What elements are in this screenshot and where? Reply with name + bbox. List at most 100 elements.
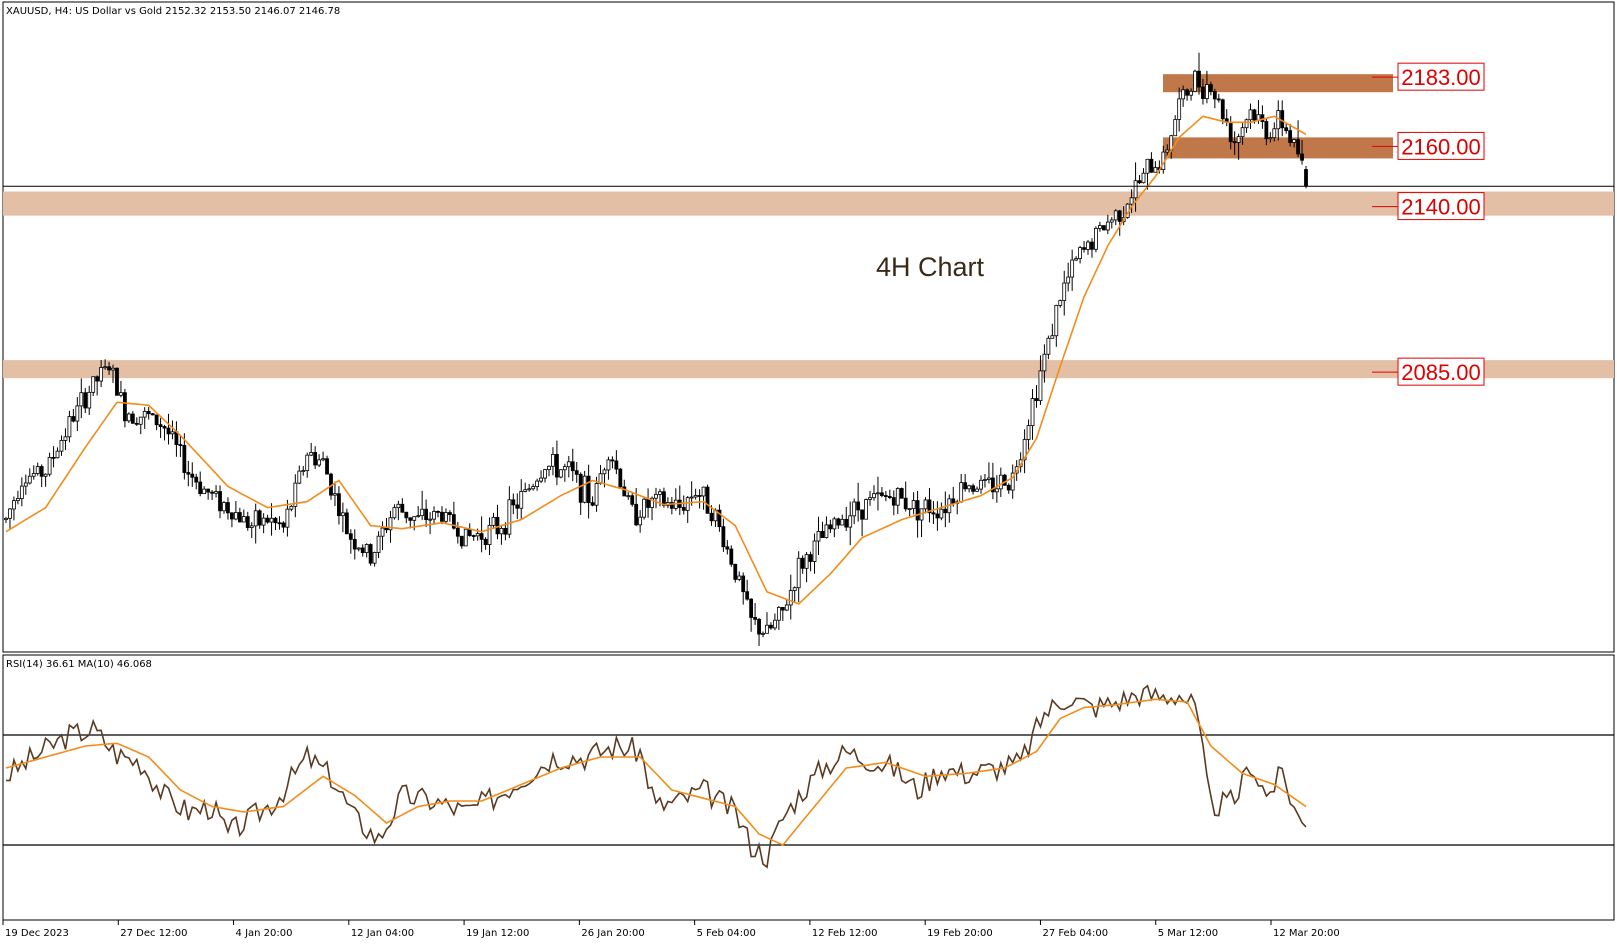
- candle: [230, 512, 234, 528]
- candle-body: [769, 624, 773, 629]
- candle-body: [1153, 167, 1158, 173]
- level-label-1: 2160.00: [1401, 134, 1481, 159]
- candle: [547, 465, 551, 477]
- candle-body: [681, 507, 686, 511]
- candle-body: [503, 528, 508, 535]
- candle-body: [1054, 304, 1059, 337]
- candle-body: [1026, 425, 1031, 440]
- x-tick-label: 27 Dec 12:00: [120, 928, 187, 939]
- candle: [990, 462, 995, 500]
- candle: [709, 505, 714, 526]
- time-axis: 19 Dec 2023 27 Dec 12:00 4 Jan 20:00 12 Jan…: [2, 920, 1340, 939]
- candle: [979, 475, 983, 494]
- candle-body: [519, 491, 524, 509]
- candle-body: [273, 517, 278, 524]
- candle: [396, 500, 401, 521]
- candle: [150, 413, 155, 416]
- candle: [531, 483, 536, 491]
- candle: [245, 511, 250, 531]
- candle: [269, 503, 274, 536]
- candle-body: [368, 544, 373, 564]
- candle-body: [459, 535, 464, 547]
- candle-body: [658, 491, 662, 495]
- candle-body: [1133, 180, 1138, 199]
- x-tick-label: 4 Jan 20:00: [236, 928, 293, 939]
- candle-body: [1177, 98, 1182, 120]
- candle: [899, 487, 904, 499]
- candle-body: [1292, 139, 1297, 143]
- candle-body: [860, 509, 864, 520]
- candle: [527, 483, 532, 492]
- candle-body: [15, 498, 20, 502]
- candle-body: [428, 518, 432, 521]
- candle-body: [79, 392, 84, 407]
- candle-body: [87, 391, 92, 409]
- candle-body: [416, 515, 421, 518]
- candle: [1248, 103, 1253, 129]
- candle-body: [269, 517, 274, 523]
- candle-body: [753, 617, 757, 620]
- candle: [880, 487, 884, 498]
- candle: [903, 481, 908, 512]
- candle-body: [820, 531, 825, 538]
- candle: [1026, 419, 1031, 450]
- candle: [590, 496, 595, 507]
- annotation-4h: 4H Chart: [876, 252, 985, 282]
- candle-body: [1074, 258, 1079, 261]
- candle-body: [142, 411, 147, 418]
- candle: [931, 501, 936, 524]
- candle: [1034, 385, 1039, 408]
- candle-body: [448, 512, 452, 515]
- candle-body: [186, 472, 191, 475]
- candle: [55, 447, 60, 459]
- candle-body: [757, 618, 761, 635]
- candle: [321, 451, 325, 462]
- candle: [35, 462, 40, 476]
- candle-body: [158, 424, 163, 427]
- candle-body: [451, 514, 456, 529]
- candle-body: [123, 392, 127, 422]
- candle-body: [475, 533, 480, 537]
- candle-body: [218, 491, 222, 512]
- candle-body: [257, 510, 262, 526]
- candle-body: [182, 445, 187, 473]
- price-series: [4, 52, 1308, 647]
- candle-body: [1216, 98, 1221, 101]
- candle: [1046, 335, 1051, 360]
- candle: [404, 511, 409, 524]
- candle-body: [249, 525, 254, 528]
- candle: [860, 509, 864, 537]
- candle-body: [733, 563, 738, 580]
- candle-body: [990, 477, 995, 493]
- candle: [27, 468, 32, 485]
- candle-body: [527, 488, 532, 491]
- candle: [273, 516, 278, 531]
- level-label-box-3: [1397, 357, 1485, 386]
- candle: [12, 496, 16, 521]
- candle-body: [95, 376, 100, 382]
- candle-body: [245, 516, 250, 528]
- candle-body: [840, 518, 845, 526]
- candle: [1288, 123, 1293, 147]
- candle: [1002, 473, 1007, 486]
- candle-body: [356, 547, 361, 550]
- candle-body: [697, 495, 702, 497]
- candle-body: [166, 427, 171, 435]
- candle: [1074, 256, 1079, 262]
- candle: [400, 498, 405, 513]
- candle: [891, 490, 896, 516]
- rsi-label: RSI(14) 36.61 MA(10) 46.068: [6, 659, 152, 670]
- candle: [71, 408, 76, 423]
- candle: [1105, 214, 1110, 235]
- candle-body: [1082, 247, 1086, 250]
- candle-body: [749, 598, 754, 618]
- candle-body: [138, 416, 143, 425]
- candle-body: [804, 554, 809, 569]
- candle-body: [491, 516, 496, 526]
- candle-body: [479, 533, 484, 540]
- candle: [578, 472, 583, 515]
- candle: [1272, 122, 1277, 142]
- candle: [146, 407, 151, 420]
- candle: [138, 416, 143, 435]
- candle-body: [1304, 169, 1308, 187]
